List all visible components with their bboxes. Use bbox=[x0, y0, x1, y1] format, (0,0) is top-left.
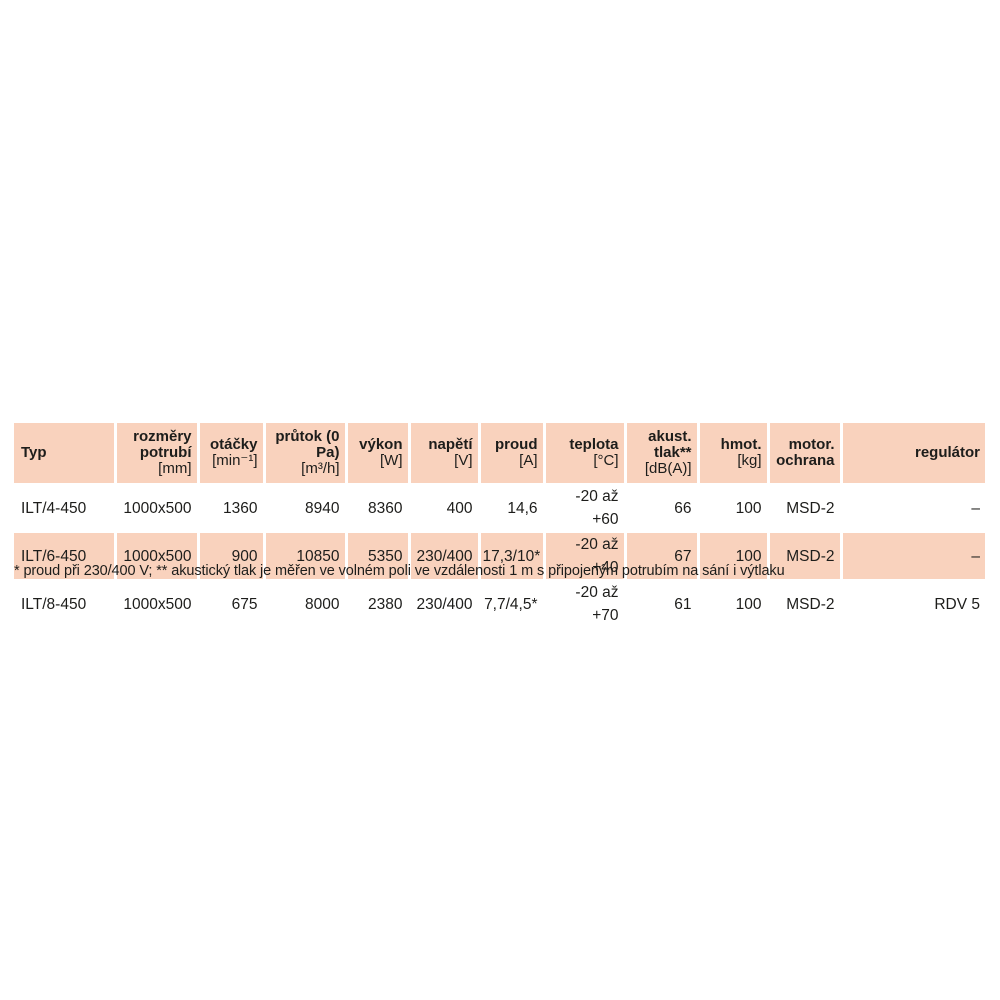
cell-akust-tlak: 61 bbox=[625, 579, 700, 627]
column-unit: [W] bbox=[380, 452, 403, 469]
spec-table-container: Typ rozměry potrubí [mm] otáčky [min⁻¹] … bbox=[14, 423, 985, 627]
cell-hmot: 100 bbox=[698, 579, 770, 627]
cell-teplota: -20 až +60 bbox=[544, 483, 627, 532]
column-unit: [V] bbox=[454, 452, 473, 469]
cell-prutok: 10850 bbox=[264, 531, 348, 580]
cell-proud: 7,7/4,5* bbox=[479, 579, 546, 627]
column-header-rozmery-potrubi: rozměry potrubí [mm] bbox=[115, 423, 200, 484]
header-row: Typ rozměry potrubí [mm] otáčky [min⁻¹] … bbox=[14, 423, 985, 484]
cell-regulator: – bbox=[841, 531, 985, 580]
cell-rozmery: 1000x500 bbox=[115, 531, 200, 580]
column-label: Typ bbox=[21, 444, 47, 461]
cell-otacky: 1360 bbox=[198, 483, 266, 532]
table-row-ilt8-450: ILT/8-450 1000x500 675 8000 2380 230/400… bbox=[14, 579, 985, 627]
column-header-typ: Typ bbox=[14, 423, 117, 484]
cell-akust-tlak: 67 bbox=[625, 531, 700, 580]
column-header-prutok: průtok (0 Pa) [m³/h] bbox=[264, 423, 348, 484]
column-label: akust. tlak** bbox=[648, 428, 692, 461]
cell-rozmery: 1000x500 bbox=[115, 483, 200, 532]
cell-typ: ILT/6-450 bbox=[14, 531, 117, 580]
cell-napeti: 400 bbox=[409, 483, 481, 532]
column-unit: [mm] bbox=[158, 460, 192, 477]
column-header-napeti: napětí [V] bbox=[409, 423, 481, 484]
cell-vykon: 2380 bbox=[346, 579, 411, 627]
footnote: * proud při 230/400 V; ** akustický tlak… bbox=[14, 563, 785, 579]
column-unit: [°C] bbox=[593, 452, 619, 469]
cell-motor-ochrana: MSD-2 bbox=[768, 531, 843, 580]
column-header-regulator: regulátor bbox=[841, 423, 985, 484]
cell-typ: ILT/8-450 bbox=[14, 579, 117, 627]
cell-napeti: 230/400 bbox=[409, 531, 481, 580]
cell-teplota: -20 až +70 bbox=[544, 579, 627, 627]
column-label: regulátor bbox=[914, 444, 980, 461]
column-header-vykon: výkon [W] bbox=[346, 423, 411, 484]
column-label: napětí bbox=[428, 436, 473, 453]
cell-motor-ochrana: MSD-2 bbox=[768, 579, 843, 627]
column-label: hmot. bbox=[720, 436, 762, 453]
cell-prutok: 8000 bbox=[264, 579, 348, 627]
column-label: rozměry potrubí bbox=[133, 428, 192, 461]
column-header-otacky: otáčky [min⁻¹] bbox=[198, 423, 266, 484]
column-header-proud: proud [A] bbox=[479, 423, 546, 484]
cell-vykon: 5350 bbox=[346, 531, 411, 580]
spec-table: Typ rozměry potrubí [mm] otáčky [min⁻¹] … bbox=[14, 423, 985, 627]
column-unit: [m³/h] bbox=[301, 460, 340, 477]
column-header-akust-tlak: akust. tlak** [dB(A)] bbox=[625, 423, 700, 484]
column-label: motor. ochrana bbox=[776, 436, 835, 469]
column-label: proud bbox=[495, 436, 538, 453]
cell-regulator: RDV 5 bbox=[841, 579, 985, 627]
column-unit: [A] bbox=[519, 452, 538, 469]
column-unit: [dB(A)] bbox=[644, 460, 692, 477]
table-row-ilt4-450: ILT/4-450 1000x500 1360 8940 8360 400 14… bbox=[14, 483, 985, 532]
column-unit: [min⁻¹] bbox=[212, 452, 258, 469]
cell-hmot: 100 bbox=[698, 483, 770, 532]
cell-otacky: 900 bbox=[198, 531, 266, 580]
column-header-teplota: teplota [°C] bbox=[544, 423, 627, 484]
cell-akust-tlak: 66 bbox=[625, 483, 700, 532]
column-header-motor-ochrana: motor. ochrana bbox=[768, 423, 843, 484]
table-row-ilt6-450: ILT/6-450 1000x500 900 10850 5350 230/40… bbox=[14, 531, 985, 580]
cell-napeti: 230/400 bbox=[409, 579, 481, 627]
cell-vykon: 8360 bbox=[346, 483, 411, 532]
column-label: průtok (0 Pa) bbox=[275, 428, 340, 461]
cell-proud: 17,3/10* bbox=[479, 531, 546, 580]
column-label: teplota bbox=[569, 436, 619, 453]
cell-motor-ochrana: MSD-2 bbox=[768, 483, 843, 532]
cell-otacky: 675 bbox=[198, 579, 266, 627]
cell-regulator: – bbox=[841, 483, 985, 532]
cell-proud: 14,6 bbox=[479, 483, 546, 532]
column-header-hmot: hmot. [kg] bbox=[698, 423, 770, 484]
column-label: výkon bbox=[359, 436, 403, 453]
cell-hmot: 100 bbox=[698, 531, 770, 580]
column-unit: [kg] bbox=[737, 452, 762, 469]
column-label: otáčky bbox=[209, 436, 258, 453]
cell-rozmery: 1000x500 bbox=[115, 579, 200, 627]
cell-teplota: -20 až +40 bbox=[544, 531, 627, 580]
cell-typ: ILT/4-450 bbox=[14, 483, 117, 532]
cell-prutok: 8940 bbox=[264, 483, 348, 532]
